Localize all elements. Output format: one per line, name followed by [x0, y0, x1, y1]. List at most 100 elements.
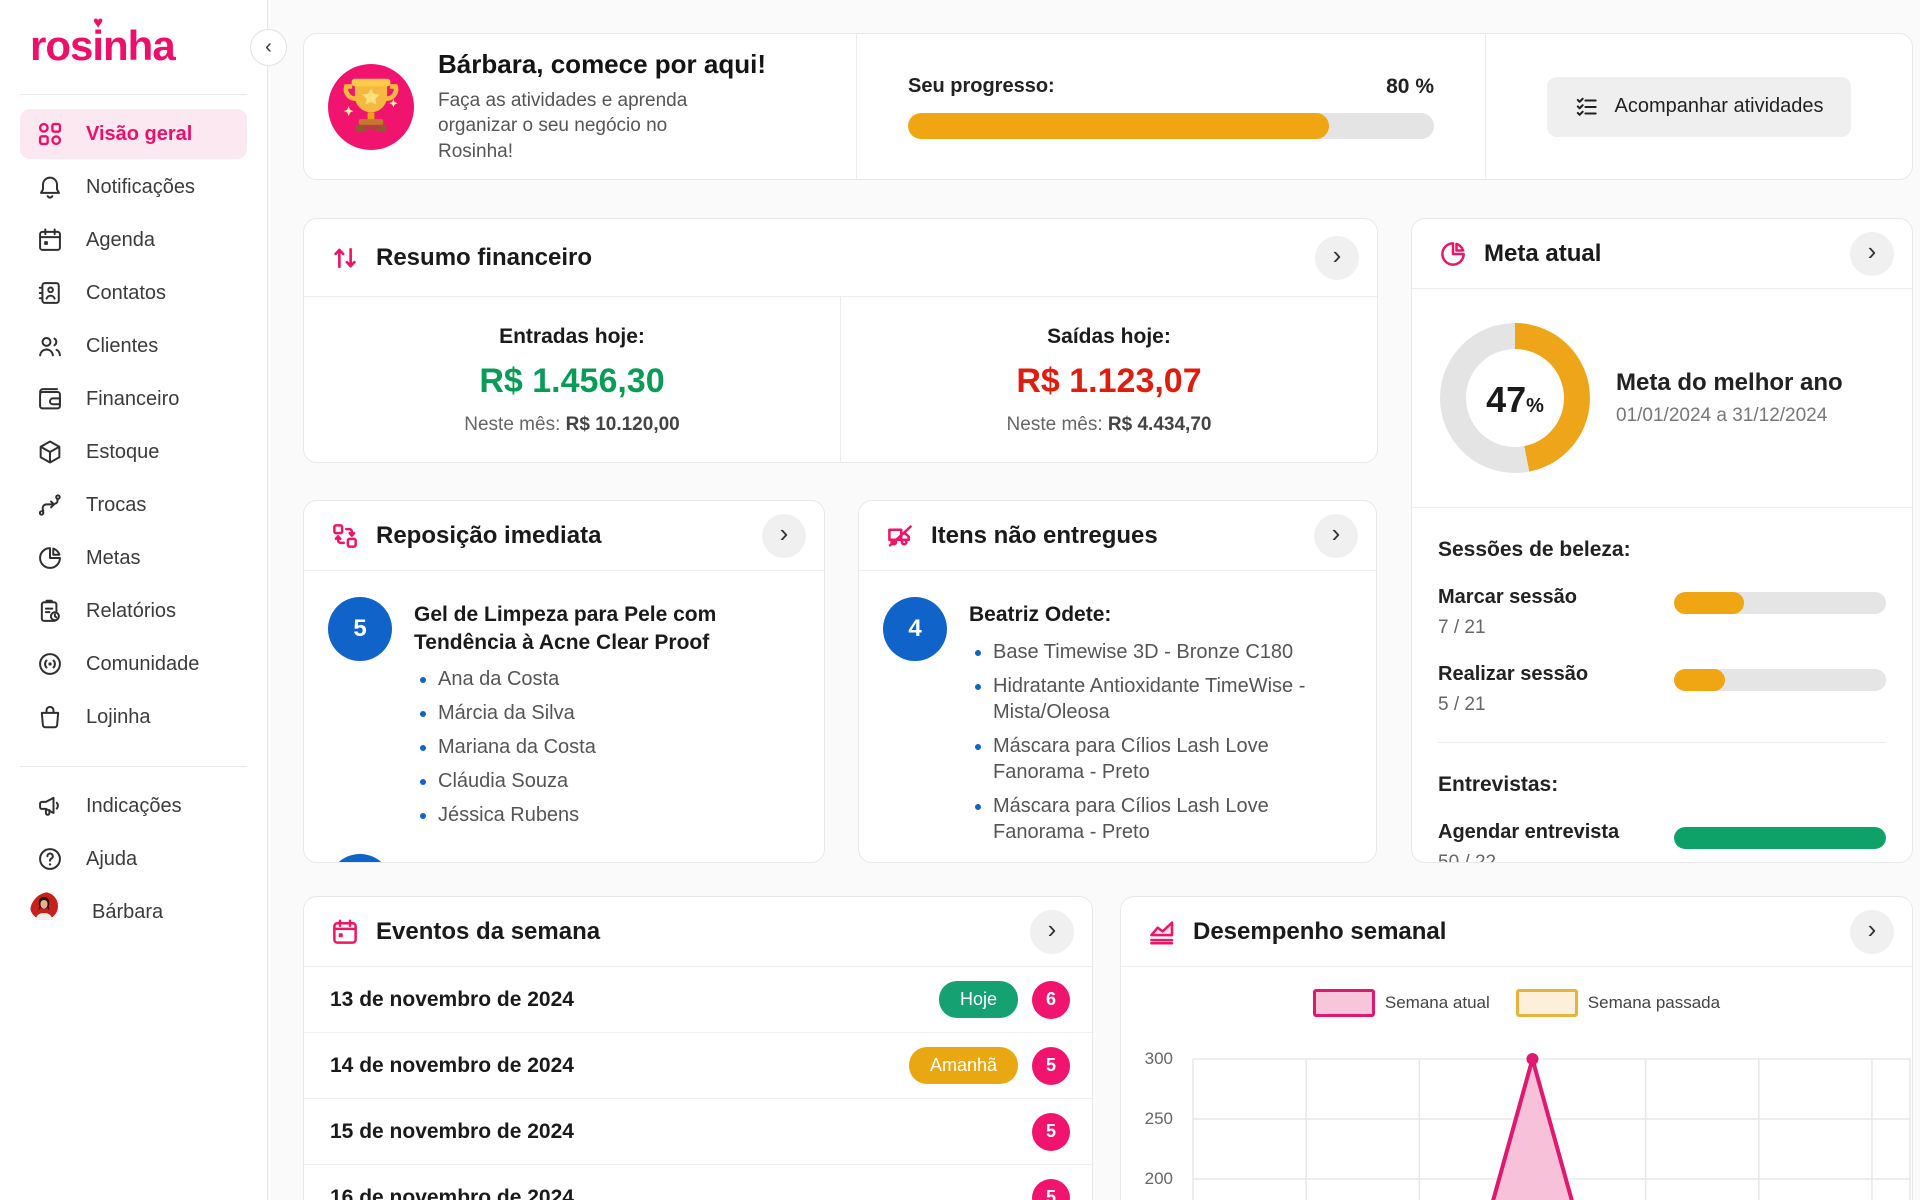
onboarding-banner: Bárbara, comece por aqui! Faça as ativid… [303, 33, 1913, 180]
count-badge: 4 [883, 597, 947, 661]
wallet-icon [39, 388, 61, 410]
banner-text: Bárbara, comece por aqui! Faça as ativid… [438, 49, 766, 165]
undelivered-items-card: Itens não entregues › 4 Beatriz Odete: B… [858, 500, 1377, 863]
divider [1438, 742, 1886, 743]
sidebar-item-visao-geral[interactable]: Visão geral [20, 109, 247, 159]
tomorrow-badge: Amanhã [908, 1047, 1018, 1084]
event-date: 15 de novembro de 2024 [330, 1119, 574, 1143]
event-row[interactable]: 15 de novembro de 2024 5 [304, 1099, 1092, 1165]
calendar-icon [39, 228, 61, 251]
checklist-icon [1577, 97, 1598, 116]
sidebar-item-relatorios[interactable]: Relatórios [20, 586, 247, 636]
event-date: 14 de novembro de 2024 [330, 1053, 574, 1077]
current-goal-card: Meta atual › 47% Meta do melhor ano 01/0… [1411, 218, 1913, 863]
event-count-badge: 6 [1032, 980, 1070, 1019]
goal-donut-chart: 47% [1440, 323, 1590, 473]
pie-chart-icon [1441, 241, 1465, 266]
banner-title: Bárbara, comece por aqui! [438, 48, 766, 79]
goal-label: Realizar sessão [1438, 663, 1589, 685]
sidebar-collapse-button[interactable]: ‹ [250, 29, 287, 66]
sidebar-item-ajuda[interactable]: Ajuda [20, 834, 247, 884]
track-activities-button[interactable]: Acompanhar atividades [1547, 76, 1851, 137]
bag-icon [40, 705, 60, 729]
sidebar-item-contatos[interactable]: Contatos [20, 268, 247, 318]
card-title: Resumo financeiro [376, 243, 593, 271]
sidebar-item-financeiro[interactable]: Financeiro [20, 374, 247, 424]
avatar [30, 892, 70, 932]
pie-icon [39, 547, 61, 569]
goal-progress-bar [1674, 669, 1886, 691]
performance-chart: 300 250 200 150 [1135, 1039, 1911, 1200]
progress-value: 80 % [1386, 74, 1434, 98]
trophy-icon [328, 63, 414, 150]
legend-current-week: Semana atual [1312, 989, 1490, 1017]
rosinha-logo: rosinha ♥ [30, 13, 176, 69]
event-date: 16 de novembro de 2024 [330, 1185, 574, 1200]
y-axis-tick: 250 [1144, 1109, 1173, 1128]
banner-intro: Bárbara, comece por aqui! Faça as ativid… [304, 34, 856, 179]
current-week-area [1491, 1057, 1574, 1200]
sidebar-item-lojinha[interactable]: Lojinha [20, 692, 247, 742]
saidas-value: R$ 1.123,07 [1016, 361, 1202, 400]
sidebar: rosinha ♥ Visão geral Notificações Agend… [0, 0, 268, 1200]
interviews-section-label: Entrevistas: [1438, 773, 1559, 796]
events-expand-button[interactable]: › [1030, 909, 1074, 954]
sidebar-item-estoque[interactable]: Estoque [20, 427, 247, 477]
restock-card: Reposição imediata › 5 Gel de Limpeza pa… [303, 500, 825, 863]
event-row[interactable]: 16 de novembro de 2024 5 [304, 1165, 1092, 1200]
product-name: Batom Cremoso Pink Passion [414, 854, 713, 862]
grid-icon [38, 122, 62, 146]
sidebar-item-metas[interactable]: Metas [20, 533, 247, 583]
sessions-section-label: Sessões de beleza: [1438, 538, 1631, 561]
truck-slash-icon [888, 524, 912, 547]
divider [840, 297, 841, 463]
goal-expand-button[interactable]: › [1850, 231, 1894, 276]
peak-point-marker [1526, 1053, 1539, 1065]
saidas-label: Saídas hoje: [1047, 324, 1171, 348]
legend-last-week: Semana passada [1515, 989, 1720, 1017]
performance-expand-button[interactable]: › [1850, 909, 1894, 954]
broadcast-icon [39, 653, 61, 675]
product-name: Gel de Limpeza para Pele com Tendência à… [414, 603, 717, 654]
chart-legend: Semana atual Semana passada [1121, 989, 1912, 1017]
goal-label: Agendar entrevista [1438, 821, 1620, 843]
goal-label: Marcar sessão [1438, 586, 1577, 608]
legend-swatch-last [1515, 989, 1578, 1017]
event-row[interactable]: 13 de novembro de 2024 Hoje 6 [304, 967, 1092, 1033]
goal-row: Marcar sessão 7 / 21 [1438, 586, 1886, 639]
event-row[interactable]: 14 de novembro de 2024 Amanhã 5 [304, 1033, 1092, 1099]
card-title: Itens não entregues [931, 521, 1158, 549]
financial-summary-expand-button[interactable]: › [1315, 235, 1359, 280]
card-title: Desempenho semanal [1193, 917, 1447, 945]
calendar-icon [333, 919, 357, 944]
event-count-badge: 5 [1032, 1112, 1070, 1151]
undelivered-expand-button[interactable]: › [1314, 513, 1358, 558]
divider [1485, 34, 1486, 179]
legend-swatch-current [1312, 989, 1375, 1017]
question-icon [39, 848, 61, 870]
restock-expand-button[interactable]: › [762, 513, 806, 558]
sidebar-item-notificacoes[interactable]: Notificações [20, 162, 247, 212]
goal-name: Meta do melhor ano [1616, 369, 1843, 396]
sidebar-item-clientes[interactable]: Clientes [20, 321, 247, 371]
sidebar-item-user[interactable]: Bárbara [20, 887, 247, 937]
sidebar-item-agenda[interactable]: Agenda [20, 215, 247, 265]
goal-summary: 47% Meta do melhor ano 01/01/2024 a 31/1… [1412, 289, 1912, 508]
report-icon [40, 599, 60, 622]
up-down-arrows-icon [334, 247, 356, 268]
package-icon [39, 440, 61, 464]
goal-period: 01/01/2024 a 31/12/2024 [1616, 405, 1828, 426]
sidebar-item-trocas[interactable]: Trocas [20, 480, 247, 530]
product-name: Hidratante Antioxidante TimeWise - Mista… [993, 673, 1333, 725]
sidebar-item-comunidade[interactable]: Comunidade [20, 639, 247, 689]
bell-icon [40, 176, 60, 199]
event-count-badge: 5 [1032, 1178, 1070, 1200]
chart-plot-area [1192, 1053, 1911, 1200]
goal-percent: 47 [1486, 379, 1527, 420]
client-name: Cláudia Souza [438, 768, 759, 794]
product-name: Máscara para Cílios Lash Love Fanorama -… [993, 733, 1333, 785]
sidebar-item-indicacoes[interactable]: Indicações [20, 781, 247, 831]
client-name: Jéssica Rubens [438, 802, 759, 828]
restock-item: 5 Gel de Limpeza para Pele com Tendência… [328, 597, 800, 828]
today-badge: Hoje [938, 981, 1018, 1018]
